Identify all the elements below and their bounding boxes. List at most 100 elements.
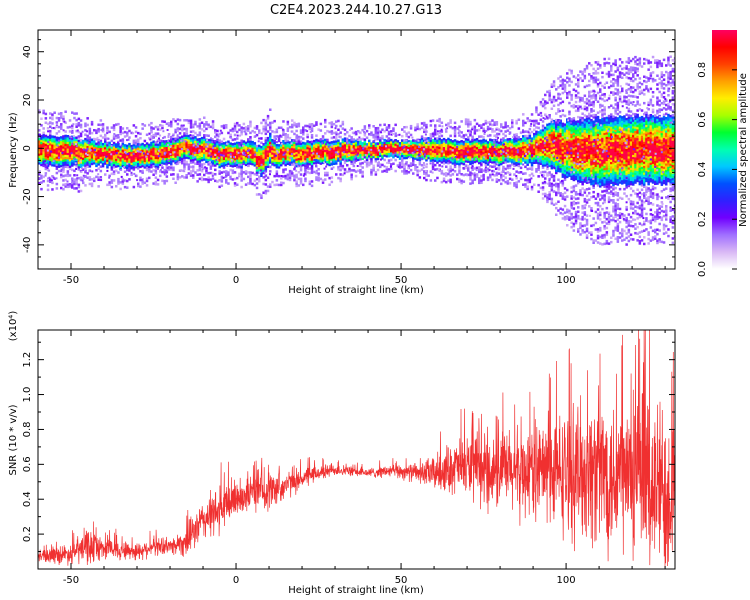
spectrogram-cell	[394, 158, 397, 162]
spectrogram-cell	[335, 124, 338, 128]
spectrogram-cell	[376, 131, 380, 134]
spectrogram-cell	[172, 166, 175, 169]
spectrogram-cell	[434, 168, 437, 171]
spectrogram-cell	[178, 145, 182, 148]
spectrogram-cell	[570, 131, 573, 134]
spectrogram-cell	[574, 133, 578, 137]
spectrogram-cell	[328, 143, 331, 147]
spectrogram-cell	[390, 147, 393, 151]
spectrogram-cell	[271, 156, 274, 160]
spectrogram-cell	[469, 153, 472, 157]
spectrogram-cell	[284, 159, 287, 162]
spectrogram-cell	[588, 114, 591, 118]
spectrogram-cell	[104, 142, 107, 145]
spectrogram-cell	[563, 196, 567, 199]
spectrogram-cell	[577, 177, 580, 180]
spectrogram-cell	[104, 146, 107, 150]
spectrogram-cell	[495, 121, 499, 124]
spectrogram-cell	[478, 128, 481, 132]
spectrogram-cell	[579, 154, 582, 157]
spectrogram-cell	[240, 133, 243, 136]
spectrogram-cell	[46, 135, 50, 139]
spectrogram-cell	[486, 156, 490, 160]
spectrogram-cell	[326, 145, 329, 148]
spectrogram-cell	[484, 159, 488, 162]
spectrogram-cell	[563, 83, 567, 87]
spectrogram-cell	[343, 148, 347, 151]
spectrogram-cell	[440, 156, 444, 160]
spectrogram-cell	[255, 151, 259, 154]
spectrogram-cell	[502, 146, 505, 149]
spectrogram-cell	[207, 141, 210, 144]
spectrogram-cell	[588, 95, 591, 98]
spectrogram-cell	[165, 164, 169, 167]
spectrogram-cell	[579, 99, 582, 102]
spectrogram-cell	[541, 146, 545, 150]
spectrogram-cell	[53, 144, 56, 147]
spectrogram-cell	[214, 168, 217, 172]
spectrogram-cell	[66, 150, 70, 153]
spectrogram-cell	[544, 93, 547, 97]
spectrogram-cell	[478, 124, 481, 127]
spectrogram-cell	[350, 169, 353, 172]
spectrogram-cell	[90, 184, 94, 188]
spectrogram-cell	[192, 141, 195, 144]
spectrogram-cell	[288, 141, 292, 144]
spectrogram-cell	[343, 133, 347, 136]
spectrogram-cell	[220, 177, 224, 181]
spectrogram-cell	[172, 144, 175, 147]
spectrogram-cell	[436, 139, 439, 142]
spectrogram-cell	[484, 146, 488, 149]
spectrogram-cell	[478, 150, 481, 154]
spectrogram-cell	[357, 149, 360, 153]
spectrogram-cell	[99, 145, 103, 149]
spectrogram-cell	[269, 159, 272, 162]
spectrogram-cell	[60, 158, 63, 161]
spectrogram-cell	[297, 122, 301, 126]
spectrogram-cell	[418, 127, 422, 131]
spectrogram-cell	[585, 130, 589, 134]
spectrogram-cell	[99, 123, 103, 127]
spectrogram-cell	[253, 172, 257, 176]
spectrogram-cell	[447, 142, 450, 145]
spectrogram-cell	[530, 172, 534, 176]
spectrogram-cell	[403, 148, 406, 151]
spectrogram-cell	[178, 149, 182, 153]
spectrogram-cell	[145, 179, 149, 183]
spectrogram-cell	[143, 181, 147, 184]
spectrogram-cell	[293, 152, 296, 155]
spectrogram-cell	[539, 160, 543, 163]
spectrogram-cell	[159, 148, 162, 151]
spectrogram-cell	[495, 154, 499, 157]
spectrogram-cell	[423, 146, 426, 149]
spectrogram-cell	[522, 157, 525, 160]
spectrogram-cell	[115, 154, 118, 157]
spectrogram-cell	[332, 144, 336, 148]
spectrogram-cell	[590, 167, 593, 170]
spectrogram-cell	[324, 178, 327, 181]
spectrogram-cell	[550, 173, 554, 176]
spectrogram-cell	[473, 173, 477, 177]
spectrogram-cell	[530, 188, 534, 191]
spectrogram-cell	[588, 123, 591, 127]
spectrogram-cell	[211, 126, 215, 130]
spectrogram-cell	[38, 129, 41, 132]
spectrogram-cell	[266, 143, 270, 146]
spectrogram-cell	[574, 136, 578, 139]
spectrogram-cell	[207, 158, 210, 162]
spectrogram-cell	[324, 151, 327, 155]
spectrogram-cell	[227, 155, 230, 159]
spectrogram-cell	[359, 142, 362, 146]
spectrogram-cell	[143, 148, 147, 151]
spectrogram-cell	[130, 149, 133, 152]
spectrogram-cell	[398, 148, 402, 152]
spectrogram-cell	[90, 160, 94, 163]
spectrogram-cell	[66, 139, 70, 142]
spectrogram-cell	[434, 126, 437, 129]
spectrogram-cell	[189, 119, 193, 122]
spectrogram-cell	[231, 143, 235, 146]
spectrogram-cell	[359, 169, 362, 172]
spectrogram-cell	[361, 157, 364, 160]
spectrogram-cell	[44, 165, 48, 168]
spectrogram-cell	[302, 130, 305, 134]
